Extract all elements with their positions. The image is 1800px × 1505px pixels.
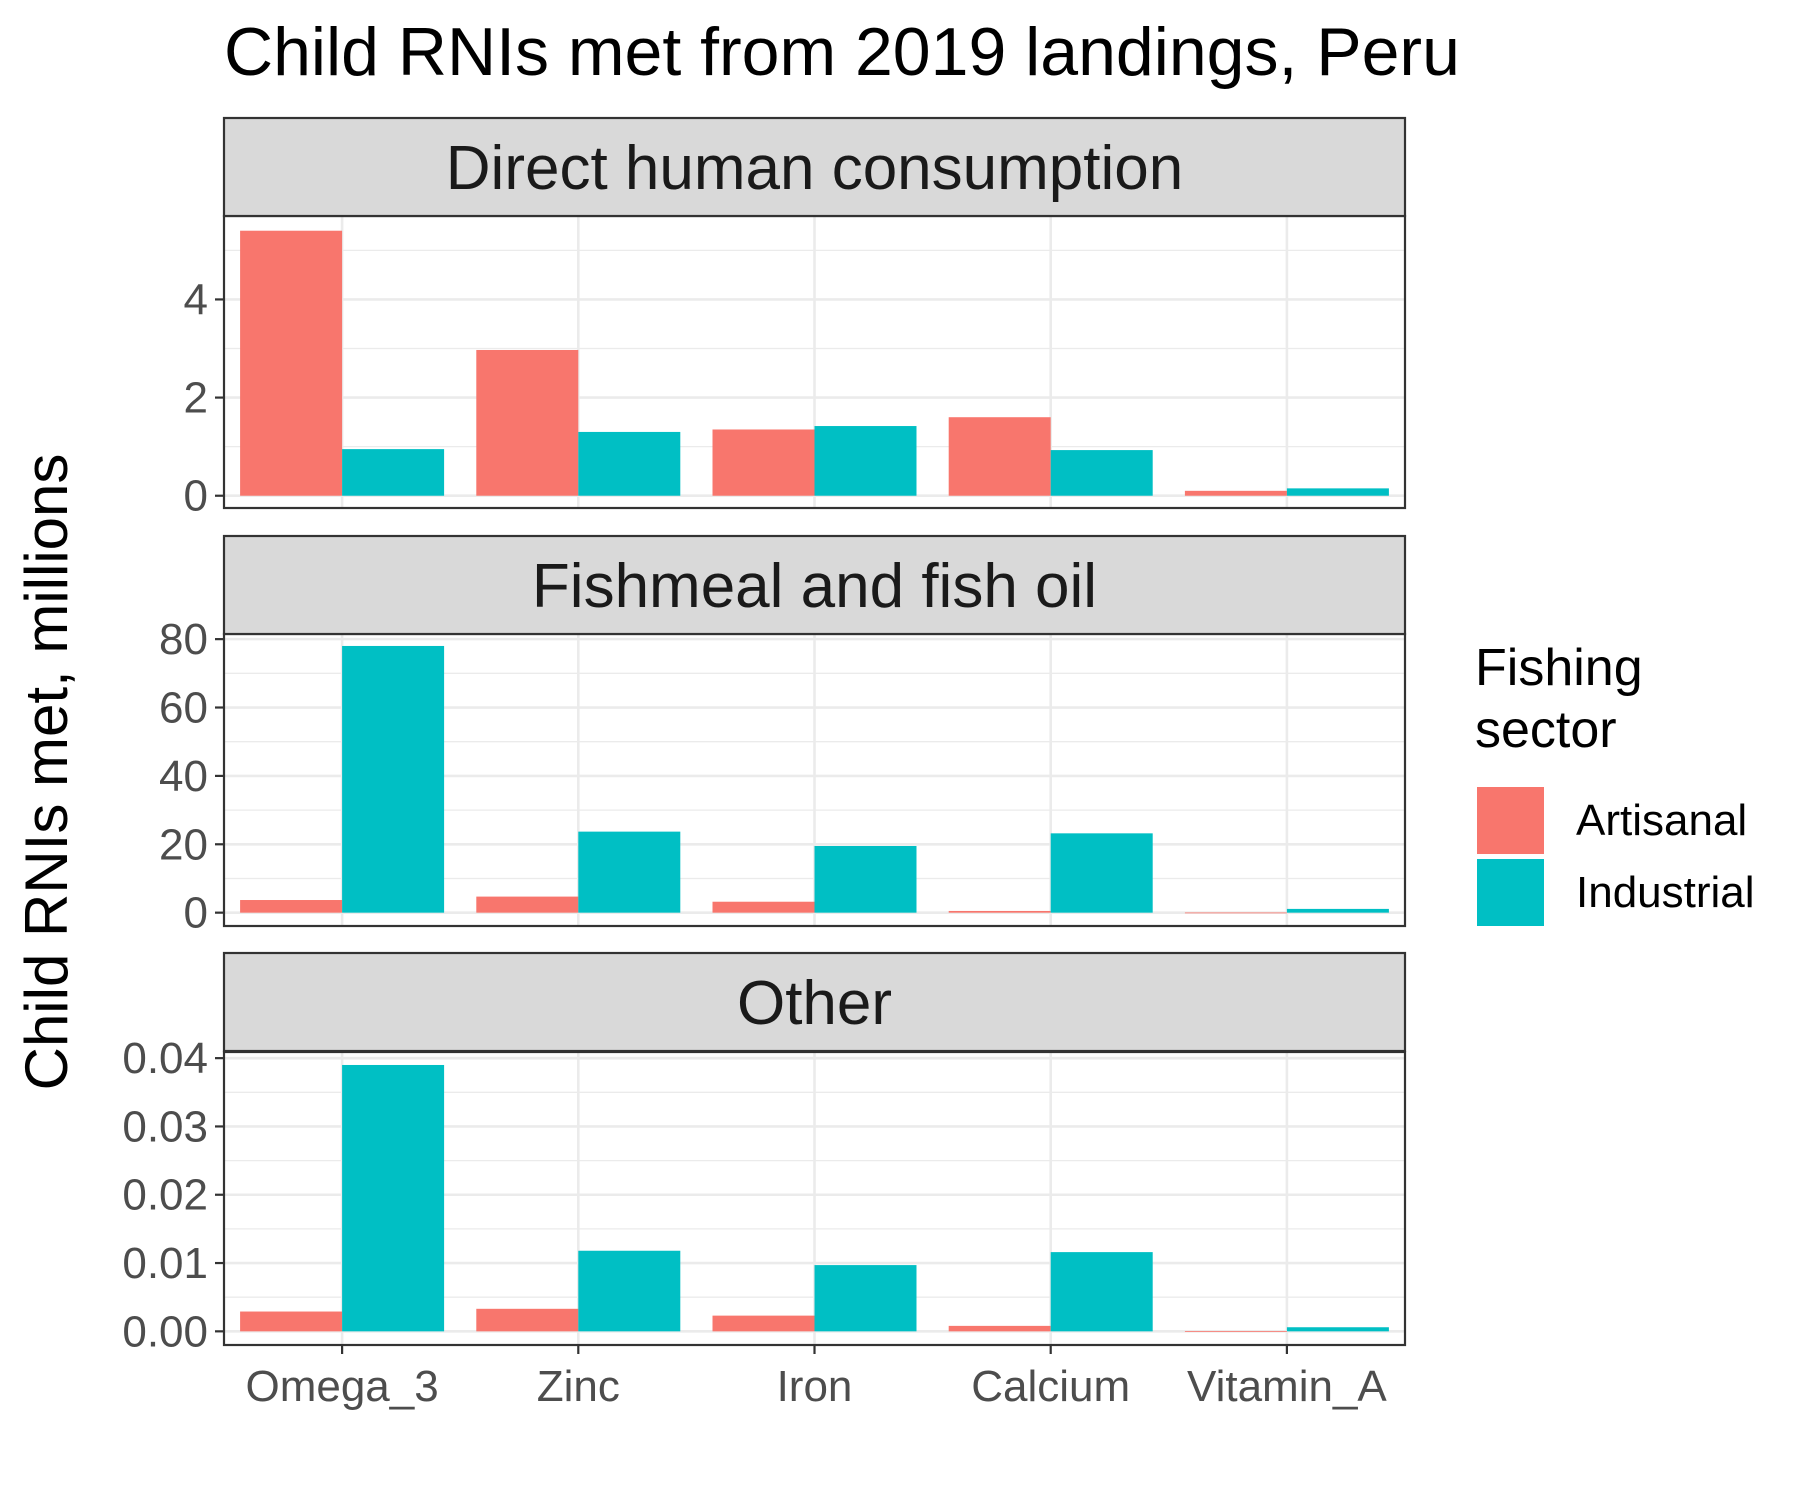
legend-label: Industrial bbox=[1576, 868, 1755, 917]
y-tick-label: 0 bbox=[184, 889, 208, 938]
facet-strip-label: Direct human consumption bbox=[446, 134, 1183, 203]
y-axis-label: Child RNIs met, millions bbox=[13, 454, 80, 1091]
x-tick-label: Iron bbox=[777, 1362, 853, 1411]
bar-industrial bbox=[814, 1265, 917, 1332]
bar-artisanal bbox=[948, 1325, 1051, 1332]
y-tick-label: 0.03 bbox=[122, 1102, 208, 1151]
chart-title: Child RNIs met from 2019 landings, Peru bbox=[224, 14, 1460, 90]
bar-artisanal bbox=[948, 417, 1051, 496]
bar-artisanal bbox=[1184, 1330, 1287, 1332]
facet-panel: 0 2 4 Direct human consumption bbox=[184, 116, 1407, 521]
x-tick-label: Calcium bbox=[971, 1362, 1130, 1411]
y-tick-label: 0.04 bbox=[122, 1034, 208, 1083]
bar-industrial bbox=[814, 845, 917, 913]
facet-panel: 0 20 40 60 80 Fishmeal and fish oil bbox=[159, 534, 1407, 938]
bar-industrial bbox=[342, 449, 445, 496]
legend-swatch bbox=[1477, 787, 1544, 854]
y-tick-label: 40 bbox=[159, 752, 208, 801]
y-tick-label: 60 bbox=[159, 684, 208, 733]
bar-industrial bbox=[1286, 1327, 1389, 1332]
bar-artisanal bbox=[476, 349, 579, 496]
y-tick-label: 4 bbox=[184, 275, 208, 324]
x-tick-label: Vitamin_A bbox=[1187, 1362, 1387, 1411]
bar-artisanal bbox=[712, 901, 815, 913]
x-tick-label: Zinc bbox=[537, 1362, 620, 1411]
bar-artisanal bbox=[1184, 912, 1287, 914]
bar-industrial bbox=[578, 831, 681, 913]
facet-strip bbox=[222, 534, 1407, 636]
y-tick-label: 0.02 bbox=[122, 1171, 208, 1220]
facet-strip bbox=[222, 951, 1407, 1053]
bar-industrial bbox=[1286, 908, 1389, 913]
bar-artisanal bbox=[712, 429, 815, 496]
bar-industrial bbox=[1050, 1252, 1153, 1332]
y-tick-label: 0.00 bbox=[122, 1307, 208, 1356]
y-tick-label: 0 bbox=[184, 472, 208, 521]
facet-strip bbox=[222, 116, 1407, 218]
bar-artisanal bbox=[948, 910, 1051, 913]
x-tick-label: Omega_3 bbox=[245, 1362, 438, 1411]
bar-artisanal bbox=[476, 1308, 579, 1332]
bar-industrial bbox=[578, 431, 681, 496]
bar-artisanal bbox=[240, 900, 343, 913]
facet-panel: 0.00 0.01 0.02 0.03 0.04 Other bbox=[122, 951, 1407, 1356]
bar-industrial bbox=[1050, 833, 1153, 913]
bar-industrial bbox=[1286, 488, 1389, 496]
x-axis: Omega_3 Zinc Iron Calcium Vitamin_A bbox=[245, 1345, 1387, 1411]
bar-artisanal bbox=[1184, 490, 1287, 496]
bar-industrial bbox=[814, 426, 917, 496]
facet-strip-label: Other bbox=[737, 969, 892, 1038]
legend-label: Artisanal bbox=[1576, 796, 1747, 845]
legend-title: Fishing bbox=[1475, 639, 1643, 697]
bar-industrial bbox=[578, 1250, 681, 1332]
y-tick-label: 0.01 bbox=[122, 1239, 208, 1288]
facet-panels: 0 2 4 Direct human consumption 0 20 40 60 80 Fish… bbox=[122, 116, 1407, 1356]
y-tick-label: 2 bbox=[184, 374, 208, 423]
bar-industrial bbox=[1050, 450, 1153, 496]
bar-artisanal bbox=[240, 230, 343, 496]
facet-strip-label: Fishmeal and fish oil bbox=[532, 552, 1097, 621]
y-tick-label: 80 bbox=[159, 615, 208, 664]
bar-artisanal bbox=[712, 1315, 815, 1332]
legend-title: sector bbox=[1475, 701, 1617, 759]
bar-industrial bbox=[342, 1064, 445, 1332]
bar-artisanal bbox=[240, 1311, 343, 1332]
bar-artisanal bbox=[476, 896, 579, 913]
bar-industrial bbox=[342, 645, 445, 913]
legend-swatch bbox=[1477, 859, 1544, 926]
y-tick-label: 20 bbox=[159, 820, 208, 869]
